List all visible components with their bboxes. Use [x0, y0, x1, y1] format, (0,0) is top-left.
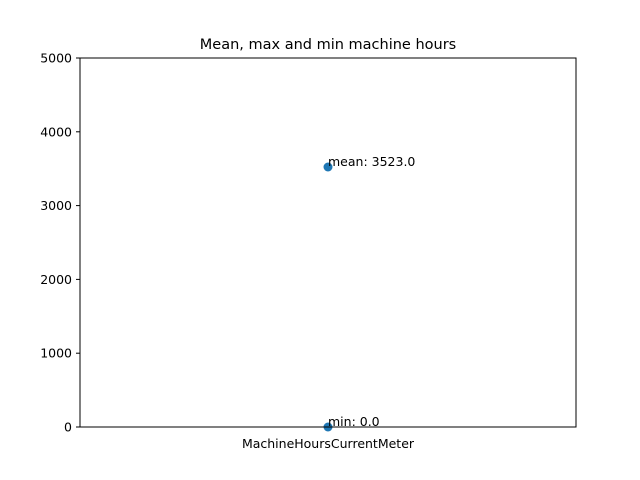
point-annotation: mean: 3523.0	[328, 154, 415, 169]
y-tick-label: 5000	[40, 51, 72, 66]
y-axis: 0 1000 2000 3000 4000 5000	[40, 51, 80, 435]
y-tick-label: 1000	[40, 346, 72, 361]
plot-frame	[79, 57, 577, 428]
y-tick-label: 0	[64, 420, 72, 435]
data-point	[323, 162, 333, 172]
y-tick-label: 4000	[40, 124, 72, 139]
y-tick-label: 2000	[40, 272, 72, 287]
point-annotation: min: 0.0	[328, 414, 380, 429]
x-tick-label: MachineHoursCurrentMeter	[242, 436, 415, 451]
y-tick-label: 3000	[40, 198, 72, 213]
plot-marks: mean: 3523.0 min: 0.0	[323, 154, 415, 432]
chart-title: Mean, max and min machine hours	[200, 37, 456, 53]
